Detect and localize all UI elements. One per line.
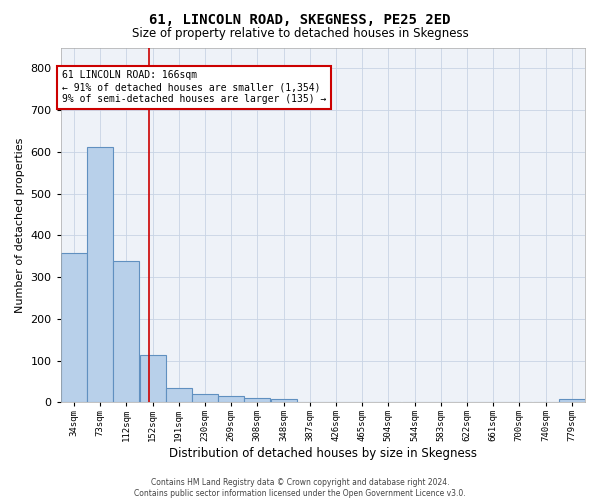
Bar bbox=[271, 399, 297, 402]
Bar bbox=[192, 394, 218, 402]
Bar bbox=[244, 398, 270, 402]
Text: 61 LINCOLN ROAD: 166sqm
← 91% of detached houses are smaller (1,354)
9% of semi-: 61 LINCOLN ROAD: 166sqm ← 91% of detache… bbox=[62, 70, 326, 104]
Bar bbox=[87, 147, 113, 402]
Text: 61, LINCOLN ROAD, SKEGNESS, PE25 2ED: 61, LINCOLN ROAD, SKEGNESS, PE25 2ED bbox=[149, 12, 451, 26]
Bar bbox=[559, 399, 585, 402]
X-axis label: Distribution of detached houses by size in Skegness: Distribution of detached houses by size … bbox=[169, 447, 477, 460]
Bar bbox=[113, 261, 139, 402]
Bar bbox=[140, 355, 166, 402]
Text: Size of property relative to detached houses in Skegness: Size of property relative to detached ho… bbox=[131, 28, 469, 40]
Y-axis label: Number of detached properties: Number of detached properties bbox=[15, 137, 25, 312]
Bar bbox=[166, 388, 192, 402]
Text: Contains HM Land Registry data © Crown copyright and database right 2024.
Contai: Contains HM Land Registry data © Crown c… bbox=[134, 478, 466, 498]
Bar bbox=[61, 253, 87, 402]
Bar bbox=[218, 396, 244, 402]
